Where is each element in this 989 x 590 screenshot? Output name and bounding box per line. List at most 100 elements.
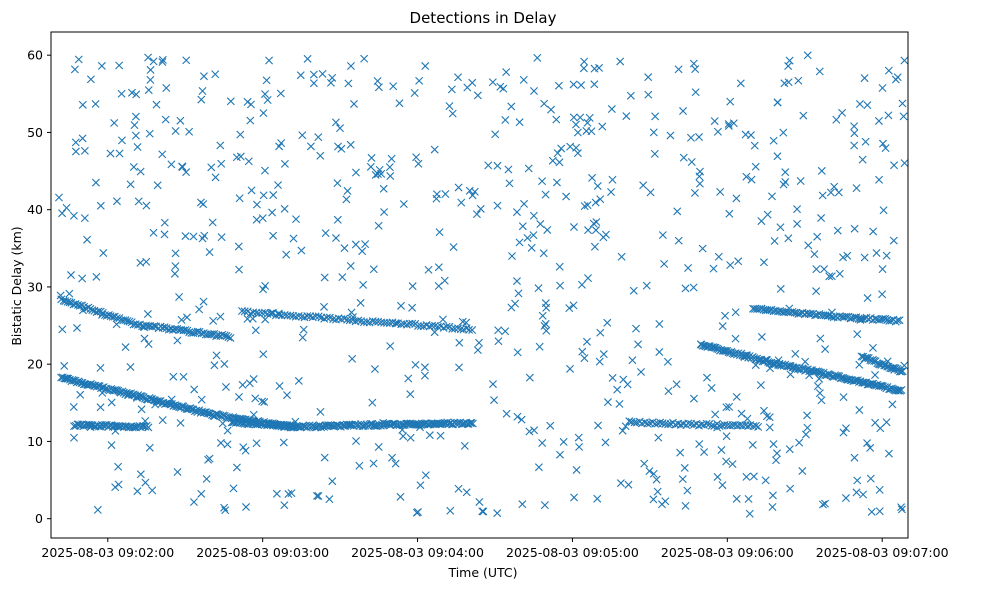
data-point-clutter bbox=[316, 151, 325, 160]
data-point-clutter bbox=[421, 62, 430, 71]
data-point-clutter bbox=[56, 291, 65, 300]
data-point-clutter bbox=[114, 480, 123, 489]
data-point-clutter bbox=[676, 448, 685, 457]
data-point-clutter bbox=[875, 175, 884, 184]
data-point-clutter bbox=[258, 214, 267, 223]
data-point-clutter bbox=[666, 131, 675, 140]
data-point-clutter bbox=[457, 198, 466, 207]
data-point-clutter bbox=[525, 373, 534, 382]
data-point-clutter bbox=[242, 503, 250, 512]
data-point-clutter bbox=[283, 391, 292, 400]
data-point-clutter bbox=[815, 389, 824, 398]
data-point-clutter bbox=[473, 91, 482, 100]
data-point-track-g bbox=[876, 381, 885, 390]
data-point-clutter bbox=[834, 188, 843, 197]
data-point-clutter bbox=[432, 194, 441, 203]
data-point-clutter bbox=[389, 82, 398, 91]
data-point-clutter bbox=[810, 250, 819, 259]
data-point-clutter bbox=[785, 445, 794, 454]
data-point-clutter bbox=[838, 108, 847, 117]
data-point-clutter bbox=[502, 409, 511, 418]
data-point-clutter bbox=[596, 328, 605, 337]
data-point-track-d bbox=[468, 419, 477, 428]
data-point-clutter bbox=[818, 191, 827, 200]
data-point-clutter bbox=[369, 265, 378, 274]
data-point-clutter bbox=[472, 210, 481, 219]
data-point-track-a-upper bbox=[160, 323, 169, 332]
data-point-clutter bbox=[374, 443, 383, 451]
data-point-clutter bbox=[773, 98, 782, 107]
data-point-clutter bbox=[93, 505, 102, 514]
data-point-track-a-upper bbox=[88, 306, 97, 315]
data-point-clutter bbox=[69, 211, 78, 220]
data-point-clutter bbox=[178, 163, 187, 172]
data-point-track-a-upper bbox=[71, 299, 80, 308]
data-point-clutter bbox=[651, 112, 660, 121]
data-point-clutter bbox=[205, 248, 214, 257]
data-point-clutter bbox=[260, 166, 269, 175]
data-point-clutter bbox=[875, 485, 884, 494]
data-point-clutter bbox=[425, 431, 434, 440]
data-point-clutter bbox=[743, 414, 752, 423]
data-point-clutter bbox=[700, 448, 709, 457]
data-point-clutter bbox=[548, 156, 557, 165]
data-point-clutter bbox=[538, 177, 547, 186]
data-point-clutter bbox=[504, 165, 513, 174]
data-point-clutter bbox=[772, 456, 780, 465]
data-point-clutter bbox=[591, 226, 600, 235]
data-point-clutter bbox=[115, 61, 124, 70]
data-point-clutter bbox=[801, 430, 810, 439]
data-point-clutter bbox=[856, 315, 865, 324]
data-point-clutter bbox=[736, 79, 745, 88]
data-point-clutter bbox=[200, 231, 209, 240]
data-point-clutter bbox=[229, 484, 238, 493]
data-point-clutter bbox=[488, 380, 497, 389]
data-point-clutter bbox=[247, 186, 256, 195]
data-point-clutter bbox=[268, 208, 277, 217]
data-point-clutter bbox=[724, 119, 733, 128]
data-point-clutter bbox=[373, 77, 382, 85]
x-axis-ticks: 2025-08-03 09:02:00 2025-08-03 09:03:00 20… bbox=[41, 538, 949, 560]
data-point-clutter bbox=[406, 390, 415, 399]
data-point-clutter bbox=[171, 249, 180, 258]
data-point-track-b-lower bbox=[212, 410, 220, 419]
data-point-clutter bbox=[821, 499, 830, 508]
data-point-clutter bbox=[412, 153, 421, 162]
data-point-clutter bbox=[320, 302, 329, 311]
data-point-clutter bbox=[220, 503, 229, 512]
data-point-clutter bbox=[333, 179, 342, 188]
data-point-clutter bbox=[505, 179, 514, 188]
data-point-clutter bbox=[590, 80, 599, 89]
data-point-clutter bbox=[663, 357, 672, 366]
data-point-clutter bbox=[803, 51, 812, 60]
data-point-clutter bbox=[601, 230, 610, 239]
data-point-clutter bbox=[674, 236, 683, 245]
data-point-clutter bbox=[841, 424, 850, 433]
data-point-clutter bbox=[512, 277, 521, 286]
data-point-clutter bbox=[129, 162, 138, 171]
data-point-track-d bbox=[294, 422, 303, 431]
data-point-clutter bbox=[158, 58, 167, 67]
data-point-track-d bbox=[311, 423, 320, 432]
data-point-clutter bbox=[672, 380, 681, 389]
data-point-clutter bbox=[681, 284, 690, 293]
data-point-clutter bbox=[749, 472, 758, 481]
data-point-clutter bbox=[235, 265, 244, 274]
data-point-clutter bbox=[80, 214, 89, 223]
data-point-clutter bbox=[297, 246, 306, 255]
data-point-clutter bbox=[243, 97, 252, 106]
data-point-clutter bbox=[158, 416, 167, 425]
data-point-clutter bbox=[338, 273, 347, 282]
data-point-clutter bbox=[613, 385, 622, 394]
y-tick-label: 10 bbox=[27, 434, 43, 449]
data-point-clutter bbox=[853, 476, 862, 485]
data-point-clutter bbox=[145, 129, 154, 138]
data-point-clutter bbox=[420, 363, 429, 372]
data-point-clutter bbox=[855, 360, 864, 369]
data-point-clutter bbox=[54, 193, 63, 202]
data-point-clutter bbox=[195, 305, 204, 314]
data-point-clutter bbox=[167, 160, 176, 169]
data-point-clutter bbox=[239, 443, 248, 452]
data-point-clutter bbox=[580, 202, 589, 211]
data-point-clutter bbox=[396, 492, 405, 501]
